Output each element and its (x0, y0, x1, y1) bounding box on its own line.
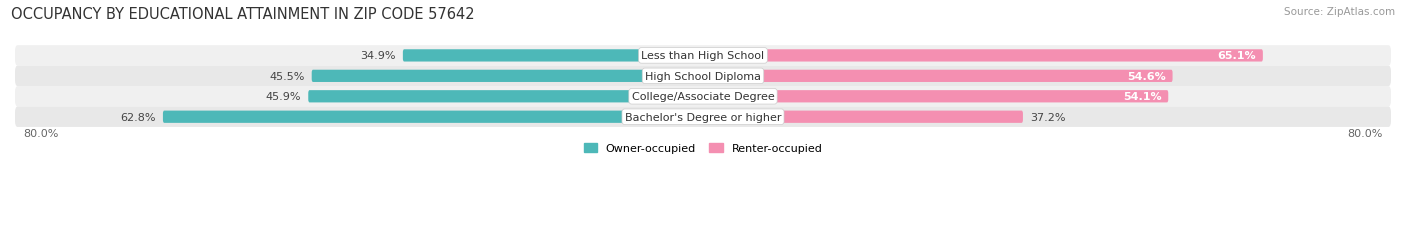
Legend: Owner-occupied, Renter-occupied: Owner-occupied, Renter-occupied (579, 139, 827, 158)
Text: 37.2%: 37.2% (1029, 112, 1066, 122)
FancyBboxPatch shape (15, 107, 1391, 127)
Text: Less than High School: Less than High School (641, 51, 765, 61)
Text: High School Diploma: High School Diploma (645, 72, 761, 82)
Text: OCCUPANCY BY EDUCATIONAL ATTAINMENT IN ZIP CODE 57642: OCCUPANCY BY EDUCATIONAL ATTAINMENT IN Z… (11, 7, 475, 22)
FancyBboxPatch shape (703, 111, 1024, 123)
Text: 80.0%: 80.0% (1347, 128, 1382, 138)
Text: 62.8%: 62.8% (121, 112, 156, 122)
FancyBboxPatch shape (312, 70, 703, 83)
Text: 45.9%: 45.9% (266, 92, 301, 102)
FancyBboxPatch shape (15, 66, 1391, 87)
FancyBboxPatch shape (404, 50, 703, 62)
FancyBboxPatch shape (15, 46, 1391, 66)
FancyBboxPatch shape (308, 91, 703, 103)
FancyBboxPatch shape (703, 91, 1168, 103)
FancyBboxPatch shape (15, 87, 1391, 107)
FancyBboxPatch shape (703, 50, 1263, 62)
FancyBboxPatch shape (703, 70, 1173, 83)
Text: Bachelor's Degree or higher: Bachelor's Degree or higher (624, 112, 782, 122)
FancyBboxPatch shape (163, 111, 703, 123)
Text: Source: ZipAtlas.com: Source: ZipAtlas.com (1284, 7, 1395, 17)
Text: 65.1%: 65.1% (1218, 51, 1256, 61)
Text: 80.0%: 80.0% (24, 128, 59, 138)
Text: 54.6%: 54.6% (1128, 72, 1166, 82)
Text: College/Associate Degree: College/Associate Degree (631, 92, 775, 102)
Text: 34.9%: 34.9% (360, 51, 396, 61)
Text: 45.5%: 45.5% (270, 72, 305, 82)
Text: 54.1%: 54.1% (1123, 92, 1161, 102)
